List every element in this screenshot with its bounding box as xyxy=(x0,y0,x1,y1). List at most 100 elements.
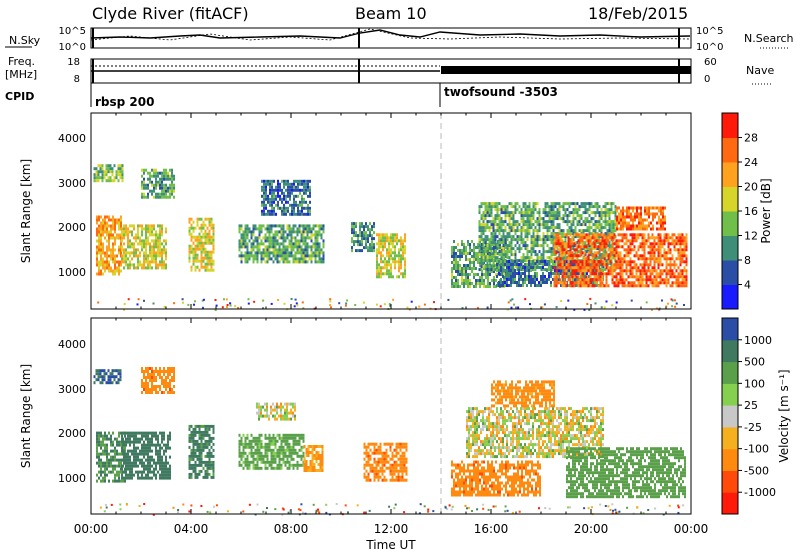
echo-cell xyxy=(656,227,658,231)
nave-label: Nave xyxy=(746,64,774,77)
echo-cell xyxy=(479,261,481,264)
echo-cell xyxy=(524,232,527,236)
echo-cell xyxy=(307,188,309,192)
echo-cell xyxy=(573,284,576,288)
echo-cell xyxy=(278,254,281,258)
echo-cell xyxy=(382,260,384,264)
echo-cell xyxy=(637,248,640,252)
echo-cell xyxy=(558,223,561,227)
echo-cell xyxy=(101,173,104,177)
echo-cell xyxy=(601,248,604,252)
echo-cell xyxy=(520,275,522,278)
echo-cell xyxy=(641,257,644,261)
echo-cell xyxy=(534,278,536,281)
echo-cell xyxy=(583,233,586,237)
echo-cell xyxy=(286,236,289,240)
echo-cell xyxy=(583,254,586,258)
echo-cell xyxy=(196,253,199,257)
echo-cell xyxy=(261,200,263,204)
echo-cell xyxy=(297,209,299,213)
echo-cell xyxy=(208,217,211,221)
echo-cell xyxy=(659,251,662,255)
echo-cell xyxy=(595,263,598,267)
power-ytick-1000: 1000 xyxy=(58,266,86,279)
echo-cell xyxy=(281,212,283,216)
echo-cell xyxy=(475,267,477,270)
echo-cell xyxy=(106,473,108,477)
echo-cell xyxy=(265,188,267,192)
echo-cell xyxy=(246,245,249,249)
echo-cell xyxy=(153,254,155,258)
echo-cell xyxy=(238,248,241,252)
echo-cell xyxy=(272,254,275,258)
echo-cell xyxy=(98,227,100,231)
echo-cell xyxy=(398,239,400,243)
echo-cell xyxy=(453,258,455,261)
echo-cell xyxy=(118,233,120,237)
echo-cell xyxy=(591,260,594,264)
echo-cell xyxy=(127,455,129,459)
echo-cell xyxy=(240,254,243,258)
echo-cell xyxy=(641,269,644,273)
echo-cell xyxy=(461,249,463,252)
echo-cell xyxy=(283,197,285,201)
echo-cell xyxy=(110,236,112,240)
echo-cell xyxy=(270,251,273,255)
echo-cell xyxy=(286,224,289,228)
echo-cell xyxy=(518,250,521,254)
echo-cell xyxy=(605,236,608,240)
echo-cell xyxy=(100,260,102,264)
echo-cell xyxy=(151,239,153,243)
echo-cell xyxy=(582,223,585,227)
echo-cell xyxy=(626,227,628,231)
echo-cell xyxy=(276,254,279,258)
echo-cell xyxy=(93,173,96,177)
echo-cell xyxy=(524,244,527,248)
echo-cell xyxy=(355,249,357,253)
echo-cell xyxy=(491,279,493,282)
echo-cell xyxy=(641,272,644,276)
echo-cell xyxy=(457,243,459,246)
echo-cell xyxy=(107,179,110,183)
echo-cell xyxy=(669,272,672,276)
echo-cell xyxy=(110,437,112,441)
echo-cell xyxy=(133,236,135,240)
echo-cell xyxy=(402,248,404,252)
echo-cell xyxy=(664,218,666,222)
echo-cell xyxy=(615,248,618,252)
echo-cell xyxy=(613,254,616,258)
echo-cell xyxy=(522,223,525,227)
echo-cell xyxy=(202,247,205,251)
echo-cell xyxy=(273,188,275,192)
echo-cell xyxy=(157,245,159,249)
echo-cell xyxy=(300,239,303,243)
echo-cell xyxy=(568,229,571,233)
echo-cell xyxy=(538,238,541,242)
echo-cell xyxy=(120,443,122,447)
echo-cell xyxy=(163,195,165,199)
echo-cell xyxy=(102,479,104,483)
echo-cell xyxy=(622,209,624,213)
echo-cell xyxy=(161,180,163,184)
echo-cell xyxy=(669,284,672,288)
echo-cell xyxy=(498,266,500,269)
echo-cell xyxy=(649,242,652,246)
echo-cell xyxy=(574,202,577,206)
echo-cell xyxy=(575,269,578,273)
echo-cell xyxy=(534,229,537,233)
echo-cell xyxy=(618,221,620,225)
echo-cell xyxy=(625,263,628,267)
echo-cell xyxy=(262,251,265,255)
echo-cell xyxy=(369,234,371,238)
echo-cell xyxy=(522,272,524,275)
echo-cell xyxy=(498,241,501,245)
echo-cell xyxy=(502,241,505,245)
echo-cell xyxy=(151,180,153,184)
echo-cell xyxy=(120,218,122,222)
echo-cell xyxy=(599,269,602,273)
echo-cell xyxy=(151,189,153,193)
echo-cell xyxy=(453,249,455,252)
echo-cell xyxy=(112,449,114,453)
echo-cell xyxy=(555,233,558,237)
echo-cell xyxy=(614,205,617,209)
